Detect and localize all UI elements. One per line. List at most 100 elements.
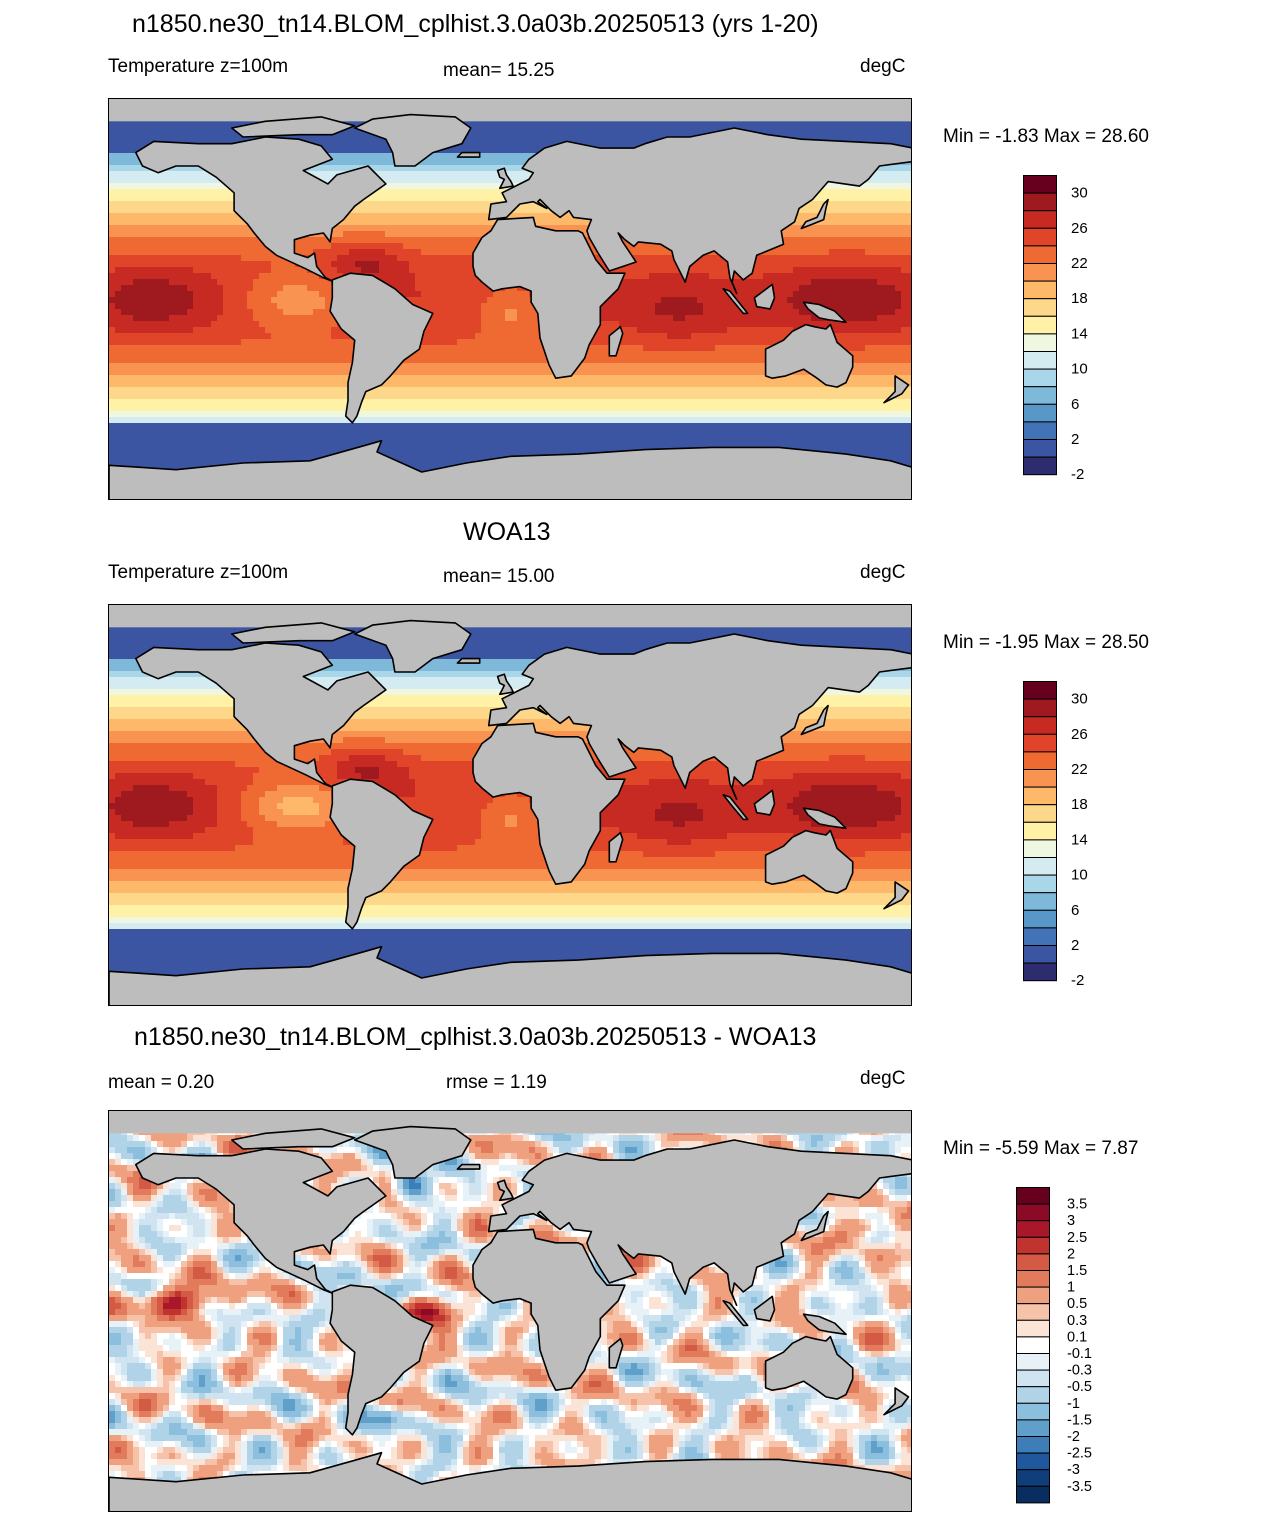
panel-1-mean-label: mean= 15.25	[443, 60, 554, 82]
land-iceland	[456, 151, 481, 158]
colorbar-label: 1.5	[1067, 1263, 1087, 1279]
colorbar-swatch	[1023, 927, 1057, 946]
land-greenland	[353, 113, 472, 167]
colorbar-label: 3.5	[1067, 1197, 1087, 1213]
land-europe	[487, 633, 911, 801]
colorbar-swatch	[1023, 245, 1057, 265]
land-south-america	[329, 272, 434, 424]
land-sumatra	[722, 288, 749, 315]
colorbar-swatch	[1016, 1236, 1050, 1255]
colorbar-swatch	[1023, 421, 1057, 440]
land-antarctica	[109, 439, 911, 499]
land-japan	[800, 1210, 829, 1242]
land-south-america	[329, 778, 434, 930]
arctic-ice	[109, 605, 911, 628]
colorbar-swatch	[1016, 1485, 1050, 1504]
land-greenland	[353, 1125, 472, 1179]
colorbar-swatch	[1023, 716, 1057, 735]
land-antarctica	[109, 945, 911, 1005]
land-iceland	[456, 657, 481, 664]
land-japan	[800, 704, 829, 736]
colorbar-swatch	[1023, 333, 1057, 352]
land-new-zealand	[883, 881, 910, 910]
colorbar-label: -1.5	[1067, 1412, 1092, 1428]
colorbar-label: -2	[1071, 466, 1084, 483]
land-north-america	[134, 642, 387, 789]
colorbar-swatch	[1023, 874, 1057, 894]
land-arctic-islands	[231, 116, 356, 138]
colorbar-label: 14	[1071, 831, 1088, 848]
colorbar-label: 3	[1067, 1213, 1075, 1229]
land-japan	[800, 198, 829, 230]
colorbar-label: 22	[1071, 761, 1088, 778]
colorbar-swatch	[1023, 751, 1057, 771]
colorbar-label: 6	[1071, 396, 1079, 413]
land-borneo	[753, 1295, 776, 1322]
land-iceland	[456, 1163, 481, 1170]
land-new-zealand	[883, 375, 910, 404]
colorbar-label: 14	[1071, 325, 1088, 342]
colorbar-label: 18	[1071, 796, 1088, 813]
colorbar-swatch	[1023, 210, 1057, 229]
colorbar-swatch	[1023, 786, 1057, 806]
colorbar-swatch	[1023, 351, 1057, 370]
land-australia	[764, 1335, 854, 1400]
panel-3-colorbar: 3.5 3 2.5 2 1.5 1 0.5 0.3 0.1 -0.1 -0.3 -0.5 -1 -1.5-…	[1016, 1187, 1096, 1511]
colorbar-swatch	[1016, 1402, 1050, 1421]
land-uk	[496, 673, 515, 696]
colorbar-swatch	[1023, 227, 1057, 247]
land-sumatra	[722, 794, 749, 821]
colorbar-label: -3.5	[1067, 1479, 1092, 1495]
colorbar-swatch	[1023, 315, 1057, 335]
colorbar-swatch	[1016, 1319, 1050, 1338]
land-uk	[496, 167, 515, 190]
panel-1-map	[108, 98, 912, 500]
land-africa	[472, 1228, 626, 1392]
land-new-zealand	[883, 1387, 910, 1416]
colorbar-label: 0.5	[1067, 1296, 1087, 1312]
panel-2-minmax-label: Min = -1.95 Max = 28.50	[943, 632, 1149, 654]
colorbar-label: 2	[1071, 937, 1079, 954]
colorbar-swatch	[1023, 298, 1057, 317]
colorbar-label: 30	[1071, 185, 1088, 202]
colorbar-label: 2	[1067, 1246, 1075, 1262]
colorbar-swatch	[1023, 945, 1057, 964]
colorbar-swatch	[1023, 280, 1057, 300]
colorbar-swatch	[1016, 1253, 1050, 1272]
land-north-america	[134, 136, 387, 283]
colorbar-swatch	[1023, 962, 1057, 982]
panel-2-colorbar: 30 26 22 18 14 10 6 2 -2	[1023, 681, 1103, 989]
colorbar-swatch	[1023, 456, 1057, 476]
land-borneo	[753, 283, 776, 310]
colorbar-swatch	[1023, 804, 1057, 823]
land-africa	[472, 216, 626, 380]
land-sumatra	[722, 1300, 749, 1327]
panel-3-map	[108, 1110, 912, 1512]
colorbar-label: 2	[1071, 431, 1079, 448]
arctic-ice	[109, 99, 911, 122]
colorbar-swatch	[1016, 1270, 1050, 1288]
colorbar-label: 6	[1071, 902, 1079, 919]
land-arctic-islands	[231, 622, 356, 644]
panel-3-title: n1850.ne30_tn14.BLOM_cplhist.3.0a03b.202…	[134, 1023, 816, 1052]
panel-2-variable-label: Temperature z=100m	[108, 562, 288, 584]
land-arctic-islands	[231, 1128, 356, 1150]
arctic-ice	[109, 1111, 911, 1134]
land-madagascar	[608, 1338, 624, 1369]
panel-3-minmax-label: Min = -5.59 Max = 7.87	[943, 1138, 1138, 1160]
colorbar-swatch	[1023, 681, 1057, 700]
colorbar-swatch	[1016, 1187, 1050, 1205]
land-new-guinea	[802, 1313, 847, 1336]
panel-3-mean-label: mean = 0.20	[108, 1072, 214, 1094]
colorbar-swatch	[1023, 263, 1057, 282]
land-north-america	[134, 1148, 387, 1295]
colorbar-label: -2	[1071, 972, 1084, 989]
colorbar-swatch	[1023, 821, 1057, 841]
colorbar-label: -1	[1067, 1396, 1080, 1412]
colorbar-swatch	[1016, 1436, 1050, 1454]
colorbar-swatch	[1023, 733, 1057, 753]
land-australia	[764, 829, 854, 894]
land-antarctica	[109, 1451, 911, 1511]
panel-1-colorbar: 30 26 22 18 14 10 6 2 -2	[1023, 175, 1103, 483]
colorbar-swatch	[1016, 1419, 1050, 1437]
